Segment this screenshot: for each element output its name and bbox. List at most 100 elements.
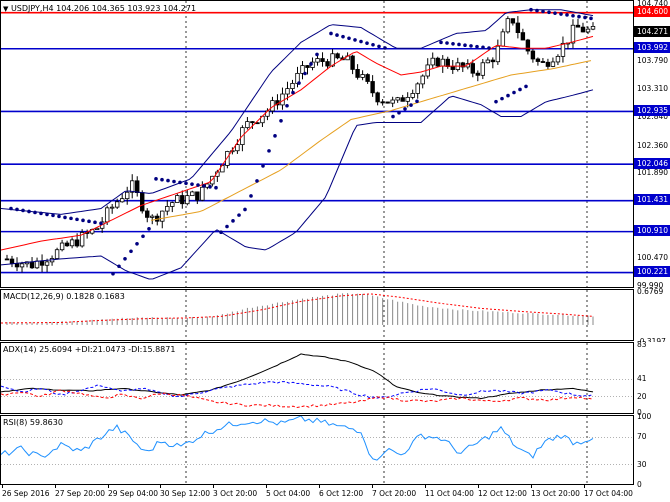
candle-body [385,101,390,104]
candle-body [580,26,586,33]
candle-body [490,59,496,63]
sar-dot [291,90,295,95]
candle-body [44,261,50,266]
rsi-chart [1,416,633,484]
time-tick [584,485,585,488]
sar-dot [347,36,351,41]
candle-body [160,210,165,222]
candle-body [440,58,445,67]
candle-body [119,198,125,203]
candle-body [74,239,80,247]
bollinger-lower [1,89,594,280]
sar-dot [219,230,223,235]
adx-chart [1,343,633,413]
ma-fast [1,35,594,251]
candle-body [14,263,20,268]
candle-body [445,58,450,67]
sar-dot [309,62,313,66]
sar-dot [147,226,151,231]
time-label: 6 Oct 12:00 [319,489,364,498]
candle-body [355,69,360,78]
candle-body [94,227,100,230]
candle-body [200,186,205,201]
candle-body [510,18,516,24]
candle-body [140,192,145,212]
candle-body [435,57,440,67]
candle-body [460,62,465,68]
sar-dot [469,44,473,48]
sar-dot [27,209,31,214]
sar-dot [553,11,557,15]
candle-body [225,151,230,166]
time-tick [213,485,214,488]
candle-body [545,61,551,67]
hline-price-label: 104.600 [634,6,670,18]
sar-dot [249,194,253,198]
candle-body [190,191,195,197]
macd-chart [1,290,594,340]
sar-dot [261,164,265,168]
sar-dot [93,220,97,225]
time-tick [55,485,56,488]
sar-dot [135,241,139,246]
time-tick [425,485,426,488]
sar-dot [75,217,79,222]
macd-panel[interactable]: MACD(12,26,9) 0.1828 0.1683 [0,289,634,341]
sar-dot [571,13,575,18]
candle-body [9,258,15,264]
time-label: 26 Sep 2016 [2,489,50,498]
sar-dot [15,207,19,212]
macd-label: MACD(12,26,9) 0.1828 0.1683 [3,292,125,301]
candle-body [550,61,556,67]
candle-body [315,58,320,63]
sar-dot [99,221,103,226]
sar-dot [214,185,218,190]
sar-dot [141,234,145,239]
sar-dot [117,264,121,269]
sar-dot [383,46,387,50]
sar-dot [9,206,13,211]
candle-body [450,66,455,70]
sar-dot [397,110,401,115]
sar-dot [565,13,569,17]
time-label: 3 Oct 20:00 [213,489,258,498]
time-label: 11 Oct 04:00 [425,489,474,498]
current-price-label: 104.271 [634,25,670,37]
time-label: 27 Sep 20:00 [55,489,106,498]
sar-dot [463,43,467,47]
rsi-tick: 70 [637,432,647,442]
candle-body [305,65,310,68]
time-label: 5 Oct 04:00 [266,489,311,498]
sar-dot [365,41,369,45]
adx-tick: 83 [637,340,647,349]
sar-dot [475,44,479,49]
price-tick: 102.840 [637,112,669,122]
sar-dot [457,42,461,47]
price-chart [1,1,633,287]
rsi-panel[interactable]: RSI(8) 59.8630 [0,415,634,485]
candle-body [415,83,420,94]
adx-panel[interactable]: ADX(14) 25.6094 +DI:21.0473 -DI:15.8871 [0,342,634,414]
candle-body [114,201,120,208]
candle-body [495,45,501,63]
candle-body [245,121,250,129]
sar-dot [529,7,533,12]
rsi-label: RSI(8) 59.8630 [3,418,63,427]
sar-dot [500,96,504,101]
hline-price-label: 100.910 [634,225,670,237]
candle-body [360,74,365,78]
sar-dot [524,84,528,89]
time-label: 13 Oct 20:00 [531,489,580,498]
sar-dot [267,149,271,153]
sar-dot [341,34,345,39]
sar-dot [359,39,363,44]
candle-body [560,42,566,57]
hline-price-label: 100.221 [634,266,670,277]
time-tick [160,485,161,488]
rsi-axis: 100 70 30 0 [634,412,670,489]
candle-body [170,202,175,207]
dropdown-icon[interactable]: ▼ [3,5,9,13]
price-panel[interactable]: ▼ USDJPY,H4 104.206 104.365 103.923 104.… [0,0,634,288]
sar-dot [315,52,319,57]
candle-body [175,195,180,203]
